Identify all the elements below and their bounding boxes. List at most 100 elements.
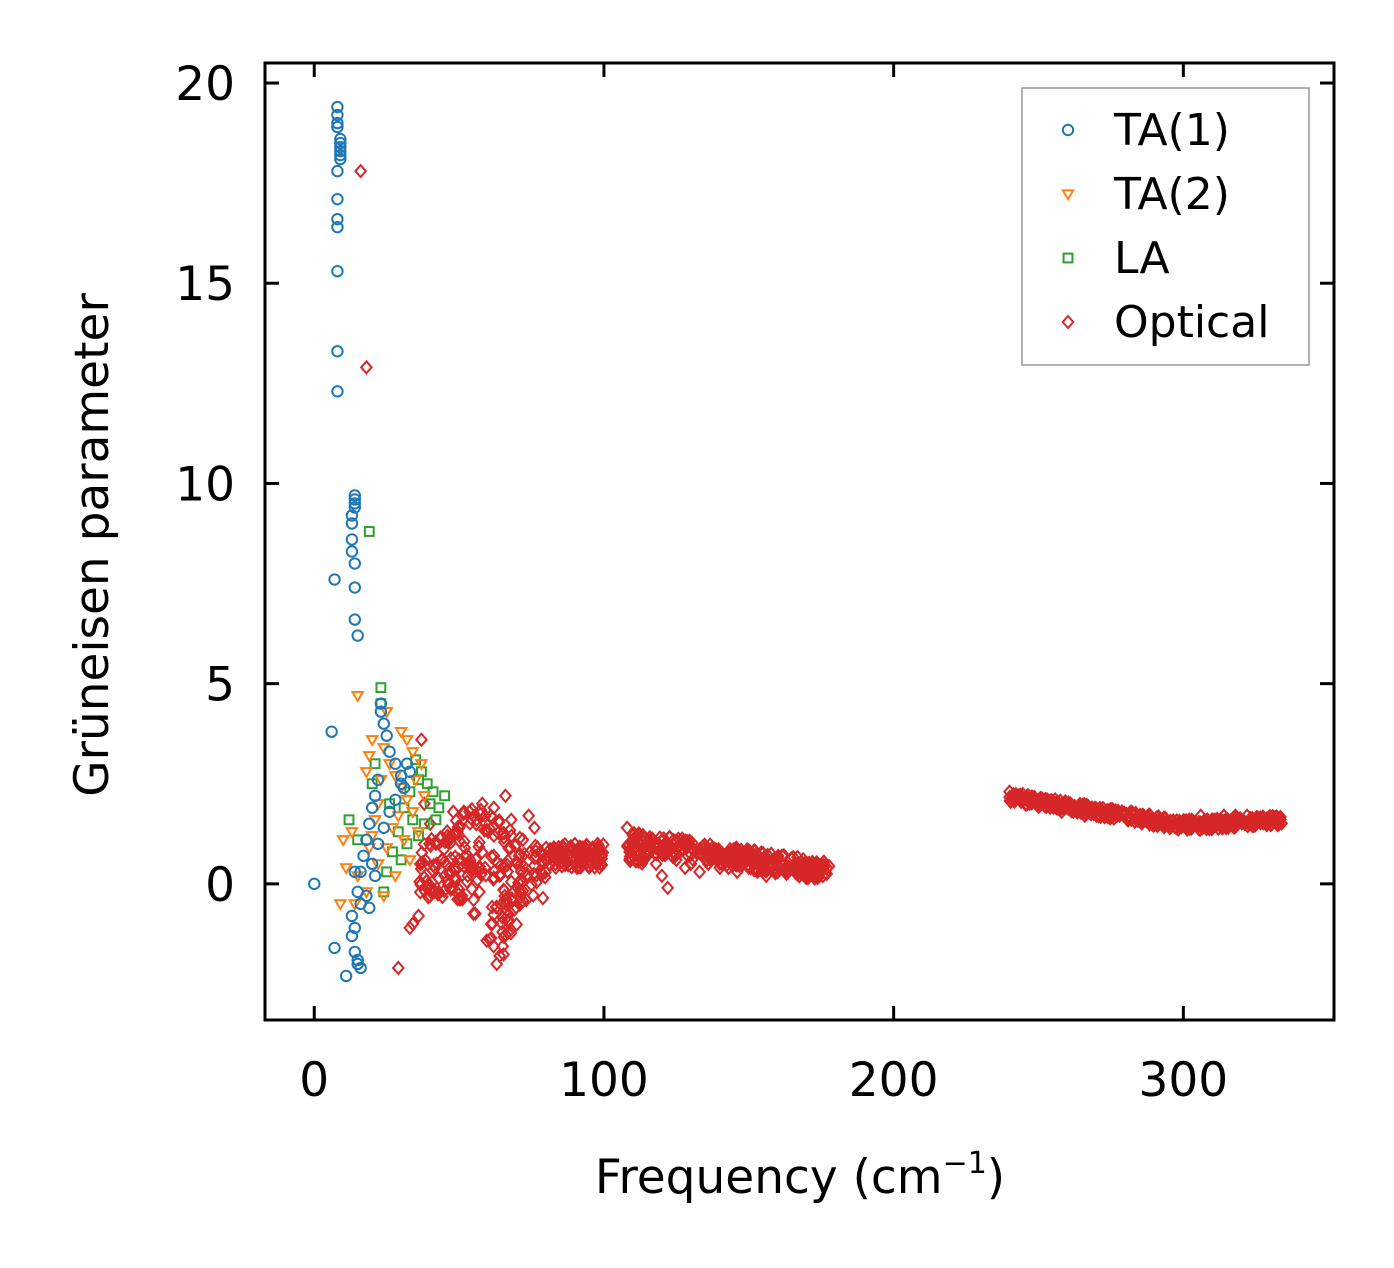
optical-band-point [435, 889, 449, 905]
data-point-ta1 [331, 120, 344, 134]
data-point-ta1 [368, 789, 382, 802]
optical-band-point [487, 870, 501, 886]
data-point-optical [750, 864, 765, 880]
data-point-optical [759, 868, 773, 884]
data-point-ta1 [383, 805, 396, 818]
optical-band-point [497, 946, 511, 962]
data-point-la [430, 814, 442, 826]
data-point-ta2 [391, 811, 406, 823]
data-point-optical [577, 844, 591, 860]
data-point-la [395, 854, 407, 866]
data-point-ta1 [331, 220, 344, 234]
optical-band-point [501, 896, 515, 912]
data-point-ta1 [389, 757, 402, 770]
optical-band-point [502, 840, 516, 856]
optical-band-point [508, 838, 522, 854]
data-point-ta1 [360, 833, 373, 847]
optical-band-point [796, 851, 810, 867]
data-point-ta1 [351, 629, 364, 642]
data-point-optical [1078, 808, 1092, 824]
data-point-ta1 [363, 901, 376, 915]
data-point-ta1 [345, 509, 359, 522]
data-point-optical [1066, 804, 1080, 820]
data-point-optical [458, 840, 472, 856]
data-point-ta1 [394, 777, 408, 790]
optical-band-point [511, 875, 525, 891]
data-point-optical [1011, 788, 1025, 804]
data-point-ta1 [345, 517, 359, 530]
data-point-ta1 [348, 501, 362, 514]
optical-band-point [509, 899, 523, 915]
data-point-ta2 [339, 863, 354, 876]
series-ta2 [333, 691, 432, 912]
data-point-optical [1020, 792, 1034, 808]
data-point-ta1 [383, 745, 396, 758]
data-point-optical [487, 800, 501, 816]
data-point-ta2 [411, 827, 426, 839]
data-point-optical [417, 796, 431, 812]
data-point-optical [1031, 796, 1046, 812]
data-point-optical [1089, 808, 1103, 824]
data-point-ta2 [417, 791, 432, 803]
data-point-ta2 [414, 759, 429, 771]
data-point-ta1 [354, 961, 367, 975]
optical-band-point [1186, 815, 1200, 831]
optical-band-point [786, 849, 800, 865]
data-point-ta1 [334, 148, 347, 162]
legend-label: TA(1) [1113, 105, 1230, 156]
data-point-ta1 [334, 152, 347, 166]
optical-band-point [516, 858, 530, 874]
data-point-optical [771, 864, 785, 880]
x-axis-label-superscript: −1 [943, 1146, 987, 1181]
data-point-optical [1205, 812, 1219, 828]
data-point-ta1 [371, 773, 385, 786]
x-tick-label: 200 [849, 1053, 939, 1108]
data-point-ta1 [374, 705, 388, 718]
data-point-ta1 [360, 889, 373, 903]
data-point-ta2 [379, 707, 394, 719]
data-point-ta2 [371, 859, 385, 872]
data-point-ta2 [333, 899, 348, 912]
optical-band-point [564, 851, 578, 867]
data-point-ta1 [365, 801, 379, 814]
data-point-ta1 [345, 909, 359, 923]
optical-band-point [777, 847, 791, 863]
optical-band-point [1228, 819, 1243, 835]
data-point-ta1 [348, 489, 362, 502]
data-point-ta2 [362, 751, 377, 763]
data-point-ta1 [377, 821, 390, 834]
optical-band-point [480, 933, 494, 949]
data-point-ta1 [331, 265, 344, 278]
data-point-ta1 [351, 953, 364, 967]
legend-marker-ta1 [1061, 123, 1075, 137]
data-point-optical [527, 820, 541, 836]
data-point-ta1 [348, 557, 362, 570]
x-axis-label-text: Frequency (cm [595, 1150, 943, 1205]
data-point-optical [1101, 804, 1115, 820]
data-point-ta1 [400, 757, 414, 770]
data-point-optical [507, 884, 521, 900]
data-point-la [439, 790, 451, 802]
data-point-ta2 [405, 747, 420, 759]
x-tick-label: 300 [1138, 1053, 1228, 1108]
data-point-optical [522, 808, 536, 824]
optical-band-point [529, 867, 543, 883]
optical-band-point [747, 843, 761, 859]
optical-band-point [775, 848, 789, 864]
data-point-optical [1182, 812, 1196, 828]
x-tick-label: 100 [559, 1053, 649, 1108]
data-point-optical [1194, 808, 1208, 824]
legend-label: LA [1114, 233, 1170, 284]
data-point-ta2 [388, 871, 403, 884]
data-point-ta1 [403, 765, 417, 778]
data-point-ta1 [371, 837, 385, 851]
optical-band-point [762, 858, 776, 874]
optical-band-point [430, 856, 444, 872]
optical-band-point [1079, 800, 1093, 816]
data-point-ta1 [331, 164, 344, 178]
data-point-ta2 [397, 835, 412, 847]
data-point-ta2 [400, 795, 414, 807]
data-point-optical [461, 868, 475, 884]
data-point-optical [496, 924, 510, 940]
data-point-ta1 [331, 108, 344, 122]
